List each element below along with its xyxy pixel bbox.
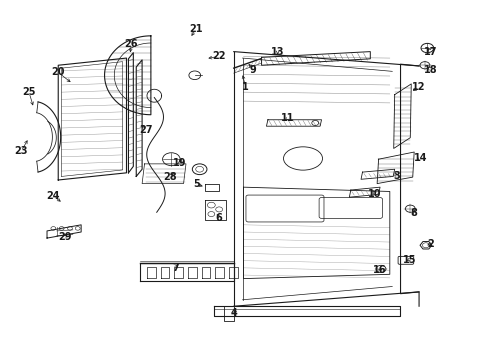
- Text: 9: 9: [249, 64, 256, 75]
- Text: 13: 13: [270, 46, 284, 57]
- Text: 10: 10: [367, 189, 381, 199]
- Text: 16: 16: [372, 265, 386, 275]
- Text: 22: 22: [212, 51, 225, 61]
- Text: 2: 2: [427, 239, 433, 249]
- Text: 6: 6: [215, 213, 222, 222]
- Text: 3: 3: [392, 171, 399, 181]
- Text: 17: 17: [423, 46, 437, 57]
- Text: 14: 14: [413, 153, 427, 163]
- Text: 21: 21: [188, 24, 202, 35]
- Text: 28: 28: [163, 172, 177, 182]
- Text: 19: 19: [173, 158, 186, 168]
- Text: 12: 12: [411, 82, 425, 93]
- Text: 20: 20: [51, 67, 65, 77]
- Text: 25: 25: [22, 87, 36, 97]
- Text: 11: 11: [280, 113, 294, 123]
- Text: 5: 5: [193, 179, 200, 189]
- Text: 23: 23: [14, 146, 28, 156]
- Text: 4: 4: [230, 309, 237, 318]
- Text: 1: 1: [242, 82, 248, 92]
- Text: 24: 24: [46, 191, 60, 201]
- Text: 18: 18: [423, 64, 437, 75]
- Text: 8: 8: [410, 208, 417, 218]
- Text: 15: 15: [402, 255, 415, 265]
- Text: 7: 7: [172, 263, 178, 273]
- Text: 26: 26: [124, 39, 138, 49]
- Text: 29: 29: [58, 232, 72, 242]
- Text: 27: 27: [139, 125, 152, 135]
